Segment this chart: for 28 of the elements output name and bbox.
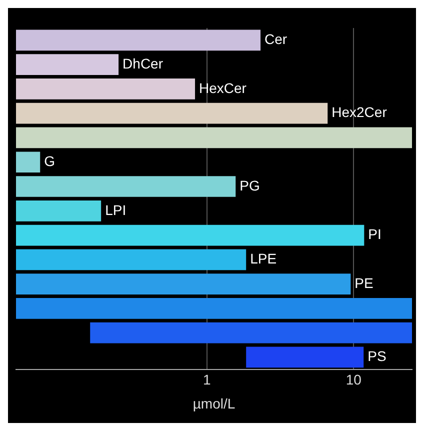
y-tick-label: PE — [354, 274, 374, 291]
y-tick-label: Hex2Cer — [332, 104, 388, 120]
y-tick-label: PG — [240, 177, 260, 194]
y-tick-label: DhCer — [122, 55, 164, 72]
y-tick-label: PS — [368, 348, 386, 364]
y-tick-label: HexCer — [199, 80, 247, 96]
bar — [16, 54, 119, 76]
bar — [16, 152, 40, 173]
x-tick-label: 1 — [202, 372, 211, 388]
x-tick-label: 10 — [346, 372, 362, 388]
bar — [16, 274, 351, 294]
bar — [90, 322, 412, 344]
bar — [16, 102, 328, 124]
bar — [16, 127, 412, 148]
bar — [16, 249, 246, 270]
bar — [16, 200, 102, 222]
y-tick-label: G — [44, 152, 56, 169]
bar — [246, 346, 364, 368]
y-tick-label: PI — [368, 226, 382, 242]
bar — [16, 78, 196, 100]
y-tick-label: LPI — [105, 202, 126, 218]
x-axis-title: µmol/L — [192, 395, 236, 412]
bar — [16, 224, 364, 246]
bar — [16, 298, 412, 319]
bar — [16, 176, 236, 197]
y-tick-label: LPE — [250, 250, 277, 267]
bar — [16, 30, 261, 51]
y-tick-label: Cer — [264, 31, 288, 48]
